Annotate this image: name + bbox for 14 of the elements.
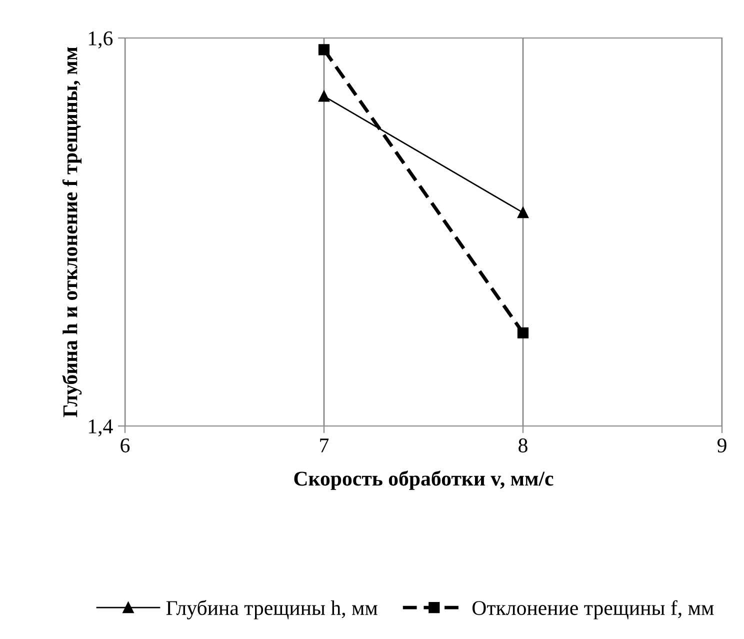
x-tick-label: 9 [717, 438, 726, 452]
x-tick-label: 6 [120, 438, 130, 452]
point [318, 90, 330, 102]
x-tick-label: 8 [518, 438, 528, 452]
legend-label: Отклонение трещины f, мм [472, 600, 714, 620]
y-axis-title: Глубина h и отклонение f трещины, мм [62, 47, 82, 418]
x-tick-label: 7 [320, 438, 329, 452]
legend-label: Глубина трещины h, мм [166, 600, 378, 620]
y-tick-label: 1,6 [88, 31, 113, 48]
point [517, 327, 529, 338]
x-axis-title: Скорость обработки v, мм/с [294, 470, 554, 490]
point [318, 44, 330, 56]
point [517, 207, 529, 218]
y-tick-label: 1,4 [88, 419, 113, 436]
